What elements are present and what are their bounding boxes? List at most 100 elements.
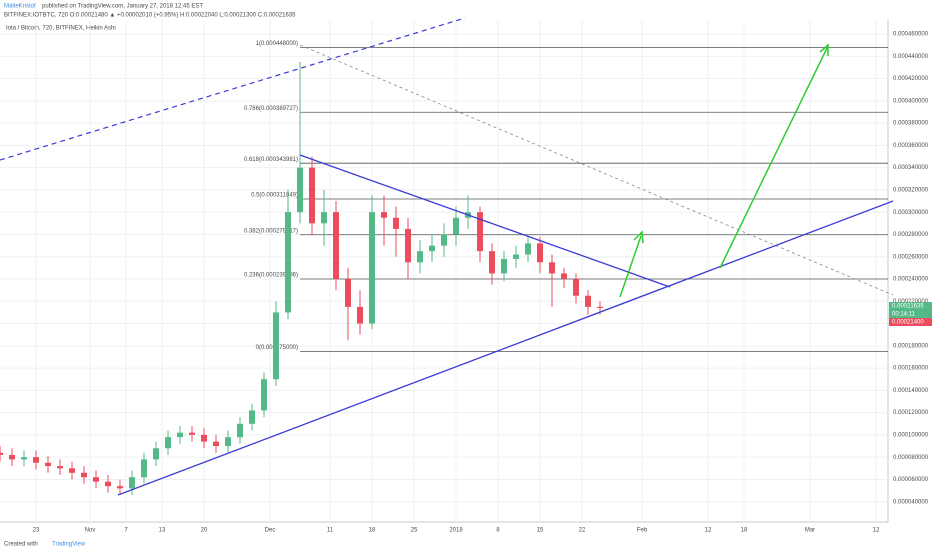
price-tag <box>889 318 932 326</box>
y-tick-label: 0.000460000 <box>893 32 929 38</box>
y-tick-label: 0.000100000 <box>893 432 929 438</box>
x-tick-label: 13 <box>159 528 166 534</box>
y-tick-label: 0.000360000 <box>893 143 929 149</box>
x-tick-label: 18 <box>741 528 748 534</box>
y-tick-label: 0.000420000 <box>893 76 929 82</box>
y-tick-label: 0.000180000 <box>893 343 929 349</box>
x-tick-label: Mar <box>805 528 815 534</box>
y-tick-label: 0.000440000 <box>893 54 929 60</box>
candle-body <box>141 459 147 478</box>
candle-body <box>261 379 267 411</box>
green-arrow <box>719 47 828 269</box>
green-arrow <box>619 235 642 298</box>
y-tick-label: 0.000320000 <box>893 187 929 193</box>
candle-body <box>0 452 3 455</box>
candle-body <box>57 466 63 469</box>
candle-body <box>417 251 423 263</box>
drawings <box>0 17 894 496</box>
x-tick-label: 23 <box>33 528 40 534</box>
candle-body <box>489 251 495 274</box>
candle-body <box>213 441 219 447</box>
x-tick-label: 12 <box>873 528 880 534</box>
fib-label: 0.5(0.000311849) <box>251 193 298 199</box>
x-tick-label: 15 <box>537 528 544 534</box>
y-tick-label: 0.000260000 <box>893 254 929 260</box>
candle-body <box>117 486 123 489</box>
dashed-channel-line <box>0 17 466 161</box>
candle-body <box>21 457 27 460</box>
x-tick-label: 20 <box>201 528 208 534</box>
countdown: 00:14:11 <box>892 312 916 318</box>
candle-body <box>189 432 195 435</box>
x-tick-label: Nov <box>85 528 96 534</box>
candle-body <box>285 212 291 313</box>
fib-label: 0.382(0.000279717) <box>244 228 298 234</box>
y-tick-label: 0.000280000 <box>893 232 929 238</box>
fib-label: 0.236(0.000239996) <box>244 273 298 279</box>
candle-body <box>393 217 399 229</box>
y-tick-label: 0.000120000 <box>893 410 929 416</box>
candle-body <box>333 212 339 279</box>
candle-body <box>345 279 351 307</box>
symbol-legend: Iota / Bitcoin, 720, BITFINEX, Heikin As… <box>6 26 116 32</box>
fib-label: 1(0.000448000) <box>256 41 298 47</box>
x-tick-label: 12 <box>705 528 712 534</box>
candle-body <box>405 228 411 263</box>
y-tick-label: 0.000240000 <box>893 277 929 283</box>
candle-body <box>453 217 459 235</box>
x-tick-label: 11 <box>327 528 334 534</box>
ohlc-line: BITFINEX:IOTBTC, 720 O:0.00021480 ▲ +0.0… <box>4 13 296 19</box>
candle-body <box>177 432 183 438</box>
published: published on TradingView.com, January 27… <box>42 4 203 10</box>
candle-body <box>225 437 231 447</box>
candle-body <box>45 462 51 467</box>
candle-body <box>441 234 447 246</box>
candle-body <box>537 243 543 263</box>
y-tick-label: 0.000400000 <box>893 98 929 104</box>
candle-body <box>429 245 435 252</box>
candle-body <box>249 410 255 424</box>
author[interactable]: MalteKristof <box>4 4 36 10</box>
footer-created: Created with <box>4 542 38 548</box>
candle-body <box>501 258 507 274</box>
candle-body <box>381 212 387 218</box>
candle-body <box>309 167 315 224</box>
candle-body <box>69 468 75 473</box>
candle-body <box>297 167 303 213</box>
candle-body <box>597 306 603 308</box>
y-tick-label: 0.000040000 <box>893 499 929 505</box>
y-tick-label: 0.000220000 <box>893 299 929 305</box>
x-tick-label: 25 <box>411 528 418 534</box>
x-tick-label: 2018 <box>449 528 463 534</box>
candle-body <box>321 212 327 224</box>
last-price: 0.00021635 <box>892 304 924 310</box>
y-tick-label: 0.000140000 <box>893 388 929 394</box>
x-tick-label: Feb <box>637 528 648 534</box>
candle-body <box>129 477 135 489</box>
y-tick-label: 0.000160000 <box>893 366 929 372</box>
candle-body <box>33 457 39 463</box>
arrow-head <box>819 43 829 56</box>
arrow-head <box>633 230 644 244</box>
x-tick-label: 22 <box>579 528 586 534</box>
candle-body <box>369 212 375 324</box>
price-tag <box>889 310 932 318</box>
candle-body <box>237 423 243 438</box>
candle-body <box>561 273 567 279</box>
y-tick-label: 0.000380000 <box>893 121 929 127</box>
candle-body <box>585 295 591 307</box>
fib-label: 0.618(0.000343981) <box>244 157 298 163</box>
y-tick-label: 0.000060000 <box>893 477 929 483</box>
candle-body <box>165 437 171 449</box>
candle-body <box>81 472 87 478</box>
footer-brand[interactable]: TradingView <box>52 542 86 548</box>
x-tick-label: Dec <box>265 528 276 534</box>
x-tick-label: 8 <box>496 528 500 534</box>
candle-body <box>525 243 531 255</box>
candle-body <box>153 448 159 460</box>
candle-body <box>273 312 279 380</box>
y-tick-label: 0.000340000 <box>893 165 929 171</box>
low-price: 0.00021400 <box>892 320 924 326</box>
x-tick-label: 7 <box>124 528 128 534</box>
y-tick-label: 0.000300000 <box>893 210 929 216</box>
